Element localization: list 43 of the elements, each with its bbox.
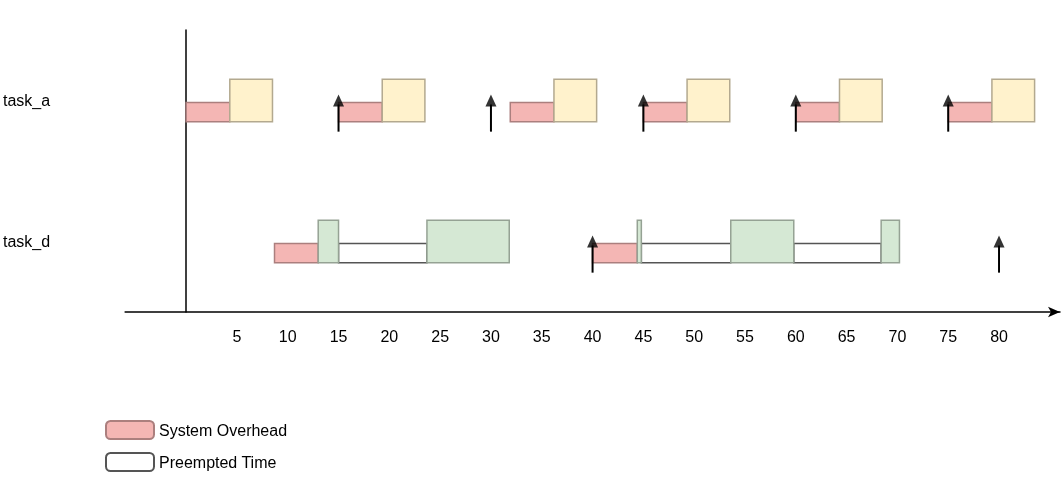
y-tick-label: task_d	[3, 233, 51, 251]
x-tick-label: 5	[232, 327, 242, 345]
point	[993, 235, 1005, 248]
point	[790, 94, 802, 107]
x-tick-label: 20	[380, 327, 399, 345]
bar	[509, 101, 555, 123]
x-tick-label: 40	[583, 327, 602, 345]
bar	[337, 242, 428, 264]
bar	[185, 101, 231, 123]
bar	[838, 78, 883, 123]
x-tick-label: 60	[786, 327, 805, 345]
x-tick-label: 55	[736, 327, 754, 345]
x-tick-label: 75	[939, 327, 958, 345]
point	[333, 94, 345, 107]
x-tick-label: 35	[532, 327, 551, 345]
point	[587, 235, 599, 248]
bar	[553, 78, 598, 123]
x-tick-label: 25	[431, 327, 450, 345]
x-tick-label: 65	[837, 327, 856, 345]
x-tick-label: 50	[685, 327, 704, 345]
bar	[730, 219, 795, 264]
legend-label: Preempted Time	[159, 453, 277, 471]
x-tick-label: 80	[990, 327, 1009, 345]
bar	[426, 219, 510, 264]
point	[942, 94, 954, 107]
bar	[640, 242, 732, 264]
bar	[686, 78, 731, 123]
bar	[229, 78, 274, 123]
y-tick-label: task_a	[3, 92, 51, 110]
x-tick-label: 30	[482, 327, 500, 345]
bar	[793, 242, 882, 264]
x-tick-label: 15	[329, 327, 348, 345]
x-tick-label: 10	[278, 327, 297, 345]
bar	[317, 219, 340, 264]
point	[485, 94, 497, 107]
legend-label: System Overhead	[159, 421, 288, 439]
bar	[991, 78, 1036, 123]
bar	[381, 78, 426, 123]
bar	[273, 242, 319, 264]
x-tick-label: 70	[888, 327, 907, 345]
bar	[880, 219, 901, 264]
point	[637, 94, 649, 107]
x-tick-label: 45	[634, 327, 653, 345]
